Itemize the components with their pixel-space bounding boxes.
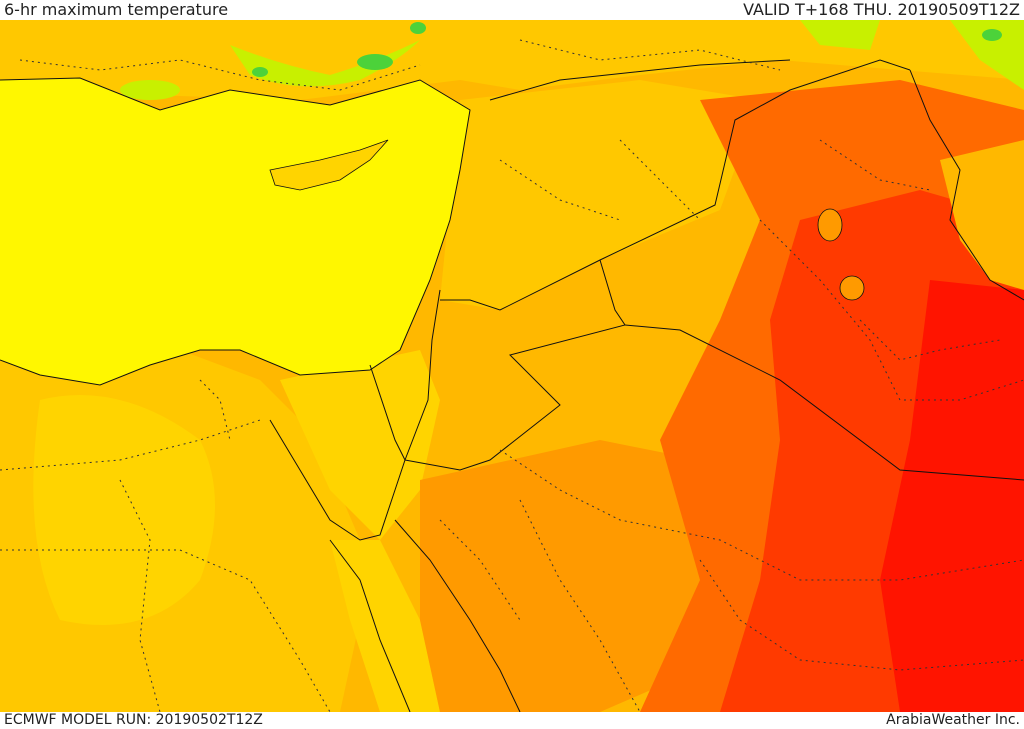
green-spot [357, 54, 393, 70]
province-lines [0, 39, 1024, 712]
med-coastline [0, 77, 471, 386]
map-title: 6-hr maximum temperature [4, 0, 229, 19]
temperature-map [0, 20, 1024, 712]
border-iran [909, 69, 1024, 301]
red-zone [880, 280, 1024, 712]
border-egypt-israel [369, 364, 406, 461]
egypt-light [33, 395, 216, 625]
red-sea-west-coast [329, 539, 411, 712]
green-patch [120, 80, 180, 100]
gulf-coast [940, 140, 1024, 290]
credit-label: ArabiaWeather Inc. [886, 712, 1020, 728]
syria-zone [440, 80, 760, 310]
green-spot [982, 29, 1002, 41]
border-jordan-valley [404, 289, 441, 461]
red-sea [330, 540, 440, 712]
model-run-label: ECMWF MODEL RUN: 20190502T12Z [4, 712, 263, 728]
valid-time-label: VALID T+168 THU. 20190509T12Z [743, 0, 1020, 19]
lake-razazza [839, 275, 865, 301]
green-patch [800, 20, 880, 50]
footer-bar: ECMWF MODEL RUN: 20190502T12Z ArabiaWeat… [0, 712, 1024, 729]
cyprus [269, 139, 389, 191]
sinai-zone [280, 350, 440, 540]
lake-tharthar [817, 208, 843, 242]
suez-coastline [269, 419, 406, 541]
header-bar: 6-hr maximum temperature VALID T+168 THU… [0, 0, 1024, 20]
border-syria [440, 59, 911, 311]
green-patch [950, 20, 1024, 90]
border-iraq-saudi [624, 324, 1024, 481]
red-sea-east-coast [394, 519, 521, 712]
turkey-zone [0, 20, 1024, 100]
green-spot [252, 67, 268, 77]
green-patch [230, 40, 420, 87]
green-spot [410, 22, 426, 34]
map-canvas [0, 20, 1024, 712]
border-jordan [404, 259, 626, 471]
border-turkey [489, 59, 791, 101]
mediterranean-sea [0, 78, 470, 385]
